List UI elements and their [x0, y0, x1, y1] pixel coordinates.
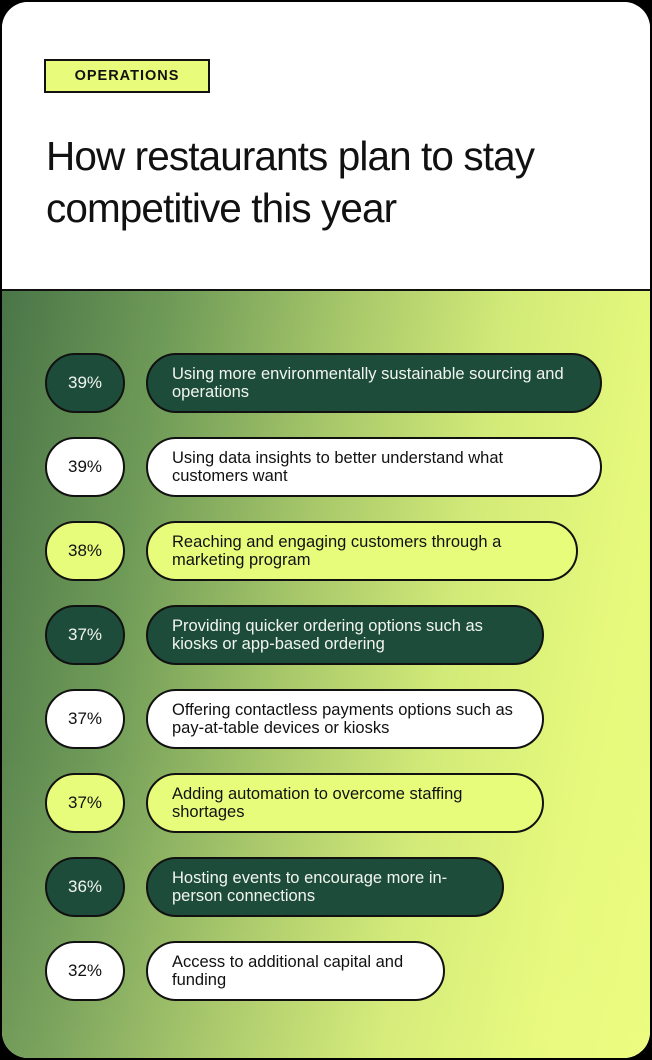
page-title: How restaurants plan to stay competitive… — [46, 133, 535, 231]
item-label: Reaching and engaging customers through … — [146, 521, 578, 581]
item-label: Access to additional capital and funding — [146, 941, 445, 1001]
percent-badge: 38% — [45, 521, 125, 581]
list-item: 32% Access to additional capital and fun… — [45, 941, 445, 1001]
item-label: Using more environmentally sustainable s… — [146, 353, 602, 413]
item-label: Adding automation to overcome staffing s… — [146, 773, 544, 833]
list-item: 37% Offering contactless payments option… — [45, 689, 544, 749]
chart-panel — [2, 291, 650, 1058]
percent-badge: 37% — [45, 773, 125, 833]
list-item: 36% Hosting events to encourage more in-… — [45, 857, 504, 917]
percent-badge: 37% — [45, 689, 125, 749]
item-label: Using data insights to better understand… — [146, 437, 602, 497]
list-item: 39% Using more environmentally sustainab… — [45, 353, 602, 413]
divider — [2, 289, 650, 291]
item-label: Offering contactless payments options su… — [146, 689, 544, 749]
percent-badge: 39% — [45, 353, 125, 413]
percent-badge: 32% — [45, 941, 125, 1001]
header: OPERATIONS How restaurants plan to stay … — [2, 2, 650, 289]
item-label: Providing quicker ordering options such … — [146, 605, 544, 665]
list-item: 38% Reaching and engaging customers thro… — [45, 521, 578, 581]
category-tag: OPERATIONS — [44, 59, 210, 93]
list-item: 37% Providing quicker ordering options s… — [45, 605, 544, 665]
percent-badge: 37% — [45, 605, 125, 665]
list-item: 39% Using data insights to better unders… — [45, 437, 602, 497]
list-item: 37% Adding automation to overcome staffi… — [45, 773, 544, 833]
percent-badge: 36% — [45, 857, 125, 917]
item-label: Hosting events to encourage more in-pers… — [146, 857, 504, 917]
percent-badge: 39% — [45, 437, 125, 497]
